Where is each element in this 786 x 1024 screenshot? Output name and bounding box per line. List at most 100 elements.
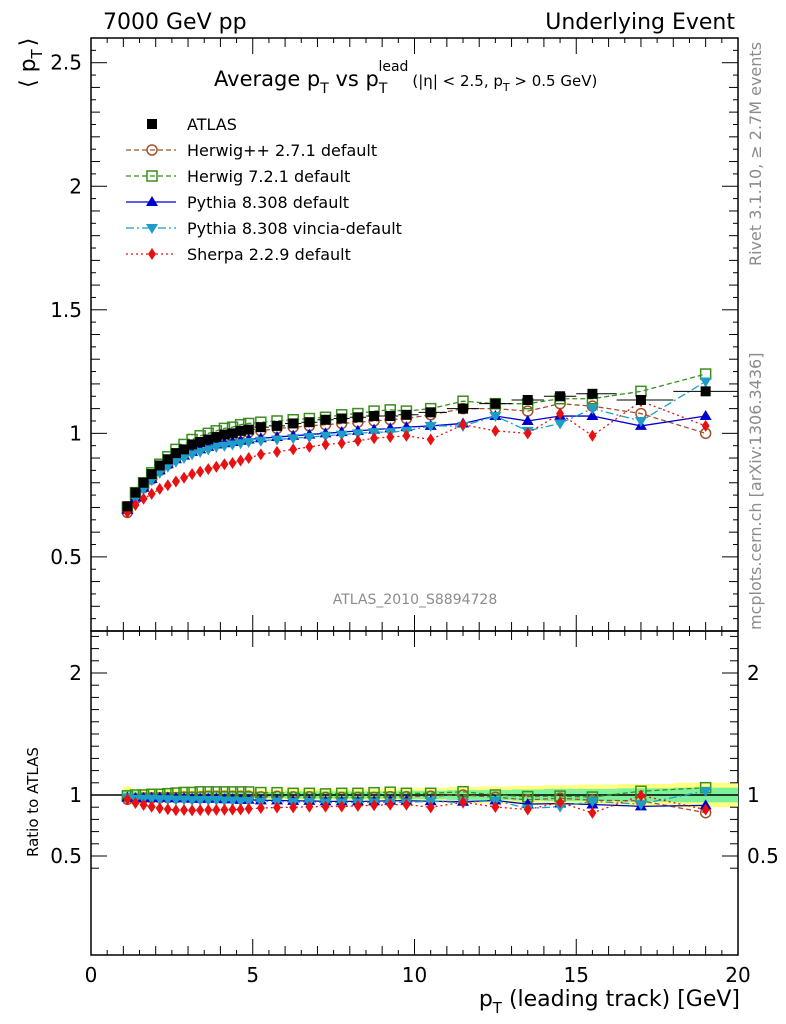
- data-point: [122, 501, 133, 512]
- data-point: [171, 804, 180, 817]
- data-point: [130, 487, 141, 498]
- series-line: [126, 403, 706, 513]
- mcplots-label: mcplots.cern.ch [arXiv:1306.3436]: [746, 353, 765, 630]
- data-point: [273, 445, 282, 458]
- main-y-tick-label: 2.5: [50, 51, 82, 75]
- data-point: [123, 506, 132, 519]
- x-tick-label: 15: [564, 963, 589, 987]
- data-point: [256, 448, 265, 461]
- legend-entry: Herwig 7.2.1 default: [126, 167, 350, 186]
- data-point: [188, 804, 197, 817]
- data-point: [305, 440, 314, 453]
- data-point: [369, 411, 380, 422]
- data-point: [218, 441, 231, 452]
- ratio-y-tick-label-left: 1: [69, 783, 82, 807]
- legend-label: Pythia 8.308 vincia-default: [187, 219, 402, 238]
- data-point: [586, 404, 599, 415]
- legend-marker: [148, 248, 156, 260]
- main-series-group: [121, 368, 738, 519]
- data-point: [272, 420, 283, 431]
- x-tick-label: 0: [85, 963, 98, 987]
- data-point: [202, 796, 215, 807]
- data-point: [242, 437, 255, 448]
- legend-label: Herwig++ 2.7.1 default: [187, 141, 377, 160]
- ratio-y-tick-labels: 0.5 0.5 1 1 2 2: [50, 661, 779, 868]
- data-point: [370, 799, 379, 812]
- data-point: [138, 477, 149, 488]
- legend-entry: Pythia 8.308 default: [126, 193, 349, 212]
- legend-label: ATLAS: [187, 115, 237, 134]
- data-point: [289, 801, 298, 814]
- x-tick-labels: 0 5 10 15 20: [85, 963, 751, 987]
- data-point: [321, 800, 330, 813]
- series-line: [126, 415, 706, 511]
- main-panel: 0.511.522.5 Average pT vs pTlead(|η| < 2…: [16, 37, 739, 632]
- data-point: [288, 418, 299, 429]
- data-point: [153, 468, 166, 479]
- data-point: [255, 422, 266, 433]
- main-y-axis-label: ⟨ pT⟩: [16, 38, 46, 88]
- data-point: [146, 469, 157, 480]
- series-pythia-8-308-vincia-default: [121, 786, 712, 815]
- main-y-tick-label: 1.5: [50, 298, 82, 322]
- data-point: [186, 450, 199, 461]
- series-line: [126, 400, 706, 513]
- ratio-y-tick-label-left: 0.5: [50, 844, 82, 868]
- data-point: [212, 803, 221, 816]
- legend-marker: [147, 119, 157, 129]
- data-point: [321, 438, 330, 451]
- data-point: [489, 412, 502, 423]
- data-point: [131, 797, 140, 810]
- ratio-series-group: [121, 781, 712, 819]
- data-point: [491, 800, 500, 813]
- data-point: [335, 430, 348, 441]
- data-point: [491, 424, 500, 437]
- data-point: [204, 463, 213, 476]
- data-point: [458, 403, 469, 414]
- data-point: [370, 432, 379, 445]
- data-point: [203, 434, 214, 445]
- data-point: [425, 407, 436, 418]
- title-sub1: T: [319, 81, 329, 97]
- data-point: [701, 803, 710, 816]
- ratio-y-tick-label-right: 1: [747, 783, 760, 807]
- data-point: [179, 444, 190, 455]
- main-y-tick-label: 2: [69, 174, 82, 198]
- data-point: [254, 436, 267, 447]
- xlabel-main: p: [479, 987, 493, 1012]
- data-point: [351, 429, 364, 440]
- data-point: [169, 795, 182, 806]
- data-point: [634, 416, 647, 427]
- data-point: [636, 789, 645, 802]
- data-point: [226, 440, 239, 451]
- title-cut1: (|η| < 2.5, p: [412, 72, 502, 90]
- data-point: [273, 801, 282, 814]
- data-point: [699, 786, 712, 797]
- data-point: [171, 475, 180, 488]
- data-point: [244, 452, 253, 465]
- data-point: [187, 439, 198, 450]
- data-point: [139, 798, 148, 811]
- ylabel-close: ⟩: [16, 38, 41, 47]
- data-point: [459, 796, 468, 809]
- data-point: [353, 434, 362, 447]
- data-point: [161, 795, 174, 806]
- data-point: [523, 427, 532, 440]
- legend-entry: ATLAS: [147, 115, 237, 134]
- data-point: [234, 439, 247, 450]
- data-point: [402, 798, 411, 811]
- data-point: [401, 409, 412, 420]
- legend-label: Herwig 7.2.1 default: [187, 167, 350, 186]
- data-point: [234, 797, 247, 808]
- data-point: [554, 419, 567, 430]
- ratio-y-tick-label-left: 2: [69, 661, 82, 685]
- data-point: [155, 802, 164, 815]
- data-point: [699, 410, 712, 421]
- series-sherpa-2-2-9-default: [123, 789, 710, 819]
- data-point: [218, 796, 231, 807]
- data-point: [490, 398, 501, 409]
- data-point: [424, 421, 437, 432]
- data-point: [147, 800, 156, 813]
- data-point: [131, 498, 140, 511]
